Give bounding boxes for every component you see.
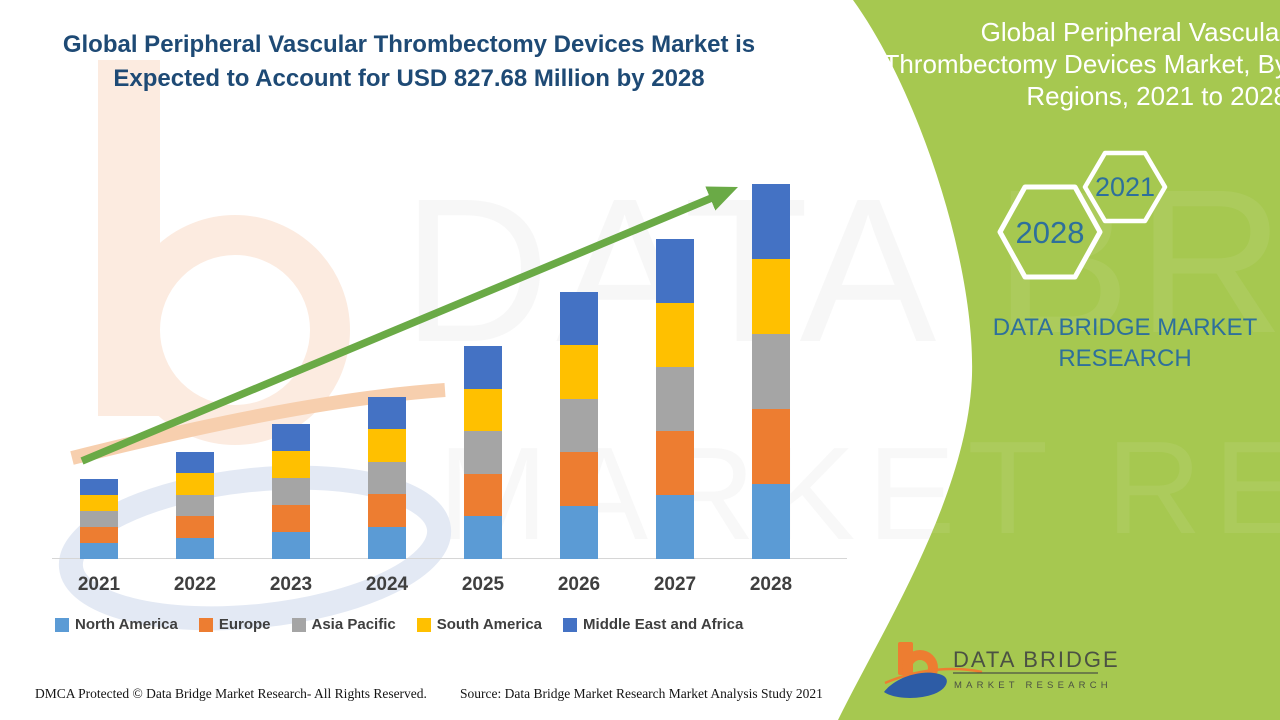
bar-segment-asia-pacific: [656, 367, 694, 432]
x-axis-label-2027: 2027: [653, 574, 697, 595]
company-logo: DATA BRIDGE MARKET RESEARCH: [884, 642, 1120, 698]
panel-title-line3: Regions, 2021 to 2028: [1026, 81, 1280, 111]
brand-wordmark: DATA BRIDGE MARKET RESEARCH: [975, 312, 1275, 374]
footer-source-text: Source: Data Bridge Market Research Mark…: [460, 686, 823, 701]
bar-segment-south-america: [176, 473, 214, 495]
panel-title: Global Peripheral Vascular Thrombectomy …: [858, 16, 1280, 112]
hexagon-2028-label: 2028: [1016, 215, 1085, 250]
bar-segment-south-america: [464, 388, 502, 432]
bar-segment-north-america: [80, 543, 118, 559]
legend-item-south-america: South America: [416, 616, 543, 633]
x-axis-label-2023: 2023: [269, 574, 313, 595]
x-axis-label-2021: 2021: [77, 574, 121, 595]
legend-item-europe: Europe: [198, 616, 271, 633]
bar-segment-europe: [80, 527, 118, 544]
bar-segment-middle-east-and-africa: [752, 183, 790, 259]
panel-title-line1: Global Peripheral Vascular: [980, 17, 1280, 47]
logo-orange-swoosh: [884, 667, 983, 685]
legend-swatch: [291, 617, 306, 632]
legend-swatch: [416, 617, 431, 632]
x-axis-label-2025: 2025: [461, 574, 505, 595]
main-title-line2: Expected to Account for USD 827.68 Milli…: [113, 65, 705, 92]
hexagon-2028: [997, 184, 1103, 280]
x-axis-label-2026: 2026: [557, 574, 601, 595]
bar-segment-north-america: [368, 526, 406, 559]
brand-wordmark-line1: DATA BRIDGE MARKET: [992, 314, 1258, 341]
bar-segment-europe: [272, 504, 310, 532]
bar-segment-middle-east-and-africa: [368, 396, 406, 430]
bar-segment-north-america: [272, 531, 310, 559]
logo-name-text: DATA BRIDGE: [953, 647, 1120, 672]
bar-segment-south-america: [752, 258, 790, 334]
bar-segment-asia-pacific: [176, 494, 214, 517]
logo-blue-swoosh: [884, 672, 947, 698]
bar-segment-asia-pacific: [560, 398, 598, 453]
footer-dmca-text: DMCA Protected © Data Bridge Market Rese…: [35, 686, 427, 701]
main-title: Global Peripheral Vascular Thrombectomy …: [54, 28, 764, 96]
legend-label: North America: [75, 616, 178, 633]
legend-item-north-america: North America: [55, 616, 178, 633]
main-title-line1: Global Peripheral Vascular Thrombectomy …: [62, 31, 756, 58]
logo-sub-text: MARKET RESEARCH: [954, 680, 1112, 691]
legend-item-middle-east-and-africa: Middle East and Africa: [563, 616, 743, 633]
bar-segment-north-america: [176, 537, 214, 559]
bar-segment-europe: [464, 473, 502, 517]
bar-segment-south-america: [368, 429, 406, 462]
bar-segment-south-america: [272, 450, 310, 478]
legend-label: Middle East and Africa: [583, 616, 744, 633]
bar-segment-europe: [656, 431, 694, 496]
legend-swatch: [198, 617, 213, 632]
bar-segment-asia-pacific: [368, 461, 406, 495]
bar-segment-europe: [176, 516, 214, 538]
legend-label: Asia Pacific: [311, 616, 396, 633]
bar-segment-south-america: [80, 495, 118, 512]
bar-segment-asia-pacific: [272, 477, 310, 505]
panel-title-line2: Thrombectomy Devices Market, By: [883, 49, 1280, 79]
bar-segment-north-america: [752, 483, 790, 559]
legend-swatch: [55, 617, 69, 632]
bar-segment-europe: [752, 408, 790, 484]
hexagon-badges: 2021 2028: [997, 150, 1168, 280]
bar-segment-europe: [560, 452, 598, 506]
bar-segment-asia-pacific: [464, 431, 502, 474]
bar-segment-asia-pacific: [80, 511, 118, 528]
bar-segment-north-america: [656, 495, 694, 559]
bar-segment-north-america: [560, 505, 598, 559]
legend-item-asia-pacific: Asia Pacific: [291, 616, 396, 633]
hexagon-2021: [1082, 150, 1168, 224]
bar-segment-middle-east-and-africa: [176, 451, 214, 474]
legend-label: South America: [436, 616, 543, 633]
legend-swatch: [563, 617, 578, 632]
bar-segment-middle-east-and-africa: [560, 291, 598, 346]
bar-segment-south-america: [656, 303, 694, 368]
bar-segment-europe: [368, 494, 406, 527]
bar-segment-middle-east-and-africa: [272, 423, 310, 451]
bar-segment-asia-pacific: [752, 333, 790, 409]
brand-wordmark-line2: RESEARCH: [1058, 345, 1192, 372]
x-axis-line: [52, 558, 847, 559]
bar-segment-north-america: [464, 516, 502, 559]
green-panel-shape: [838, 0, 1280, 720]
chart-legend: North America Europe Asia Pacific South Ame…: [55, 616, 743, 633]
bar-segment-south-america: [560, 345, 598, 399]
x-axis-label-2024: 2024: [365, 574, 409, 595]
bar-segment-middle-east-and-africa: [656, 239, 694, 304]
legend-label: Europe: [218, 616, 271, 633]
bar-segment-middle-east-and-africa: [80, 479, 118, 496]
bar-segment-middle-east-and-africa: [464, 346, 502, 389]
hexagon-2021-label: 2021: [1095, 172, 1155, 202]
x-axis-label-2022: 2022: [173, 574, 217, 595]
x-axis-label-2028: 2028: [749, 574, 793, 595]
